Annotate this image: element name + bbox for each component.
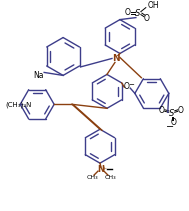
Text: CH₃: CH₃ [104, 175, 116, 180]
Text: N: N [98, 165, 105, 174]
Text: O: O [178, 106, 184, 115]
Text: O: O [125, 8, 131, 17]
Text: S: S [135, 9, 141, 18]
Text: O: O [123, 82, 129, 91]
Text: CH₃: CH₃ [86, 175, 98, 180]
Text: N: N [112, 54, 120, 63]
Text: O: O [171, 118, 177, 127]
Text: +: + [101, 166, 107, 171]
Text: O: O [144, 14, 150, 23]
Text: S: S [169, 109, 174, 118]
Text: Na: Na [33, 71, 43, 80]
Text: −: − [128, 82, 134, 88]
Text: OH: OH [148, 1, 160, 10]
Text: (CH₃)₂N: (CH₃)₂N [5, 101, 32, 108]
Text: −: − [166, 122, 174, 132]
Text: O: O [159, 106, 165, 115]
